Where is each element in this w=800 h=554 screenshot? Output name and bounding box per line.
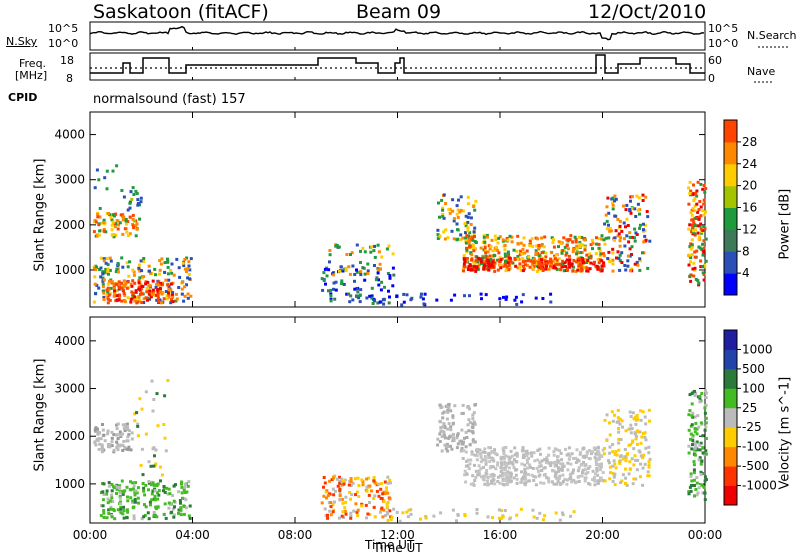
power-colorbar-swatch [724,251,737,273]
xtick-label: 00:00 [688,528,723,542]
power-echo-region [328,243,395,276]
frequency-line [90,55,705,73]
power-echo-region [94,164,133,211]
power-colorbar-swatch [724,273,737,295]
velocity-colorbar-tick-label: 500 [742,362,765,376]
power-colorbar-swatch [724,120,737,142]
ytick-label: 2000 [54,218,85,232]
power-colorbar-swatch [724,208,737,230]
power-echo-region [93,212,139,239]
velocity-colorbar-tick-label: 25 [742,401,757,415]
power-echo-region [373,293,553,307]
ytick-label: 2000 [54,429,85,443]
velocity-colorbar-swatch [724,486,737,506]
velocity-colorbar-swatch [724,349,737,369]
freq-panel-frame [90,53,705,80]
xaxis-title: Time UT [372,541,423,554]
velocity-colorbar-tick-label: -500 [742,459,769,473]
velocity-colorbar-tick-label: -100 [742,440,769,454]
xtick-label: 16:00 [483,528,518,542]
power-colorbar-tick-label: 4 [742,266,750,280]
velocity-echo-region [93,423,134,454]
velocity-echo-region [100,479,192,520]
ytick-label: 1000 [54,477,85,491]
velocity-colorbar-swatch [724,330,737,350]
power-colorbar-tick-label: 16 [742,201,757,215]
velocity-colorbar-tick-label: 1000 [742,342,773,356]
power-colorbar-tick-label: 20 [742,179,757,193]
velocity-echo-region [379,508,576,523]
power-colorbar-tick-label: 8 [742,244,750,258]
velocity-colorbar-swatch [724,388,737,408]
velocity-colorbar-tick-label: 100 [742,381,765,395]
ytick-label: 4000 [54,128,85,142]
velocity-colorbar-tick-label: -1000 [742,479,777,493]
velocity-echo-region [321,475,395,520]
velocity-colorbar-swatch [724,427,737,447]
velocity-colorbar-tick-label: -25 [742,420,762,434]
power-colorbar-swatch [724,142,737,164]
power-colorbar-tick-label: 28 [742,135,757,149]
power-echo-region [603,194,652,273]
ytick-label: 4000 [54,334,85,348]
power-colorbar-swatch [724,164,737,186]
ytick-label: 1000 [54,263,85,277]
velocity-echo-region [436,403,477,453]
ytick-label: 3000 [54,173,85,187]
xtick-label: 00:00 [73,528,108,542]
ytick-label: 3000 [54,382,85,396]
power-colorbar-tick-label: 12 [742,222,757,236]
velocity-echo-region [603,409,652,487]
velocity-echo-region [133,379,169,477]
chart-canvas: 1000 2000 3000 4000 1000 2000 3000 4000 00:00 04:… [0,0,800,554]
power-colorbar-tick-label: 24 [742,157,757,171]
power-echo-region [436,193,477,241]
power-colorbar-swatch [724,229,737,251]
velocity-colorbar-swatch [724,369,737,389]
power-colorbar-swatch [724,186,737,208]
velocity-colorbar-swatch [724,447,737,467]
velocity-colorbar-swatch [724,466,737,486]
xtick-label: 08:00 [278,528,313,542]
xtick-label: 20:00 [585,528,620,542]
noise-sky-line [90,27,704,40]
velocity-colorbar-swatch [724,408,737,428]
velocity-echo-region [462,446,606,487]
xtick-label: 12:00 [380,528,415,542]
xtick-label: 04:00 [175,528,210,542]
